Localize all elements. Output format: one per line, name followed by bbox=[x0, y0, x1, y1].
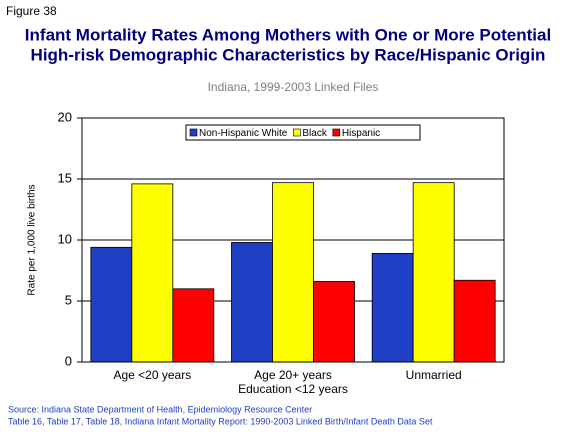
bar bbox=[412, 182, 455, 363]
bar bbox=[371, 253, 414, 363]
legend-swatch bbox=[332, 128, 341, 137]
x-tick-label: Unmarried bbox=[406, 368, 462, 382]
bar bbox=[313, 281, 355, 363]
bar bbox=[231, 242, 273, 363]
y-tick-label: 5 bbox=[65, 292, 72, 307]
chart-title: Infant Mortality Rates Among Mothers wit… bbox=[25, 25, 551, 44]
figure-label: Figure 38 bbox=[6, 4, 57, 18]
y-tick-label: 20 bbox=[58, 109, 72, 124]
legend-swatch bbox=[189, 128, 198, 137]
source: Table 16, Table 17, Table 18, Indiana In… bbox=[8, 416, 433, 426]
legend-label: Black bbox=[302, 128, 327, 139]
bar bbox=[131, 183, 174, 363]
x-tick-label: Age <20 years bbox=[113, 368, 191, 382]
legend-swatch bbox=[293, 128, 301, 137]
bar bbox=[272, 182, 314, 363]
x-tick-label: Age 20+ years Education <12 years bbox=[238, 368, 348, 396]
subtitle: Indiana, 1999-2003 Linked Files bbox=[208, 80, 379, 94]
legend-label: Hispanic bbox=[342, 128, 380, 139]
bar bbox=[172, 288, 215, 363]
y-tick-label: 10 bbox=[58, 231, 72, 246]
y-tick-label: 15 bbox=[58, 170, 72, 185]
bar bbox=[90, 246, 133, 363]
source: Source: Indiana State Department of Heal… bbox=[8, 404, 312, 414]
legend-label: Non-Hispanic White bbox=[199, 128, 288, 139]
bar bbox=[453, 279, 496, 363]
y-tick-label: 0 bbox=[65, 353, 72, 368]
plot-frame bbox=[81, 117, 505, 363]
chart-title: High-risk Demographic Characteristics by… bbox=[31, 45, 546, 64]
y-axis-label: Rate per 1,000 live births bbox=[27, 184, 38, 295]
legend-box bbox=[185, 124, 421, 141]
